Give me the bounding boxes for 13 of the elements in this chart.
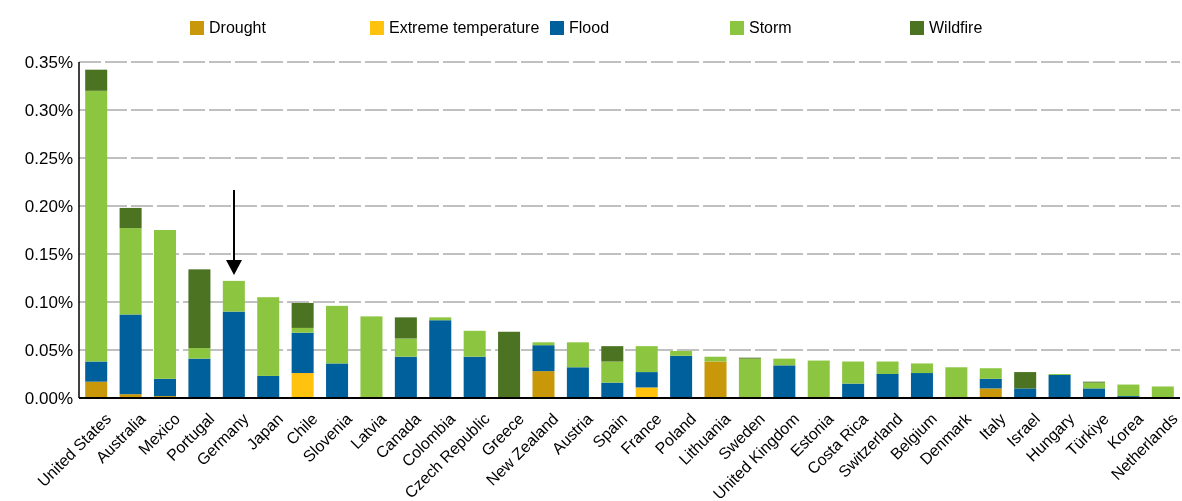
- legend-label: Wildfire: [929, 19, 983, 36]
- legend-label: Extreme temperature: [389, 19, 540, 36]
- y-tick-label: 0.20%: [24, 196, 73, 216]
- y-tick-label: 0.05%: [24, 340, 73, 360]
- legend-label: Flood: [569, 19, 610, 36]
- y-tick-label: 0.10%: [24, 292, 73, 312]
- y-tick-label: 0.00%: [24, 388, 73, 408]
- legend-label: Storm: [749, 19, 792, 36]
- y-tick-label: 0.30%: [24, 100, 73, 120]
- y-tick-label: 0.35%: [24, 52, 73, 72]
- legend-label: Drought: [209, 19, 267, 36]
- y-tick-label: 0.25%: [24, 148, 73, 168]
- y-tick-label: 0.15%: [24, 244, 73, 264]
